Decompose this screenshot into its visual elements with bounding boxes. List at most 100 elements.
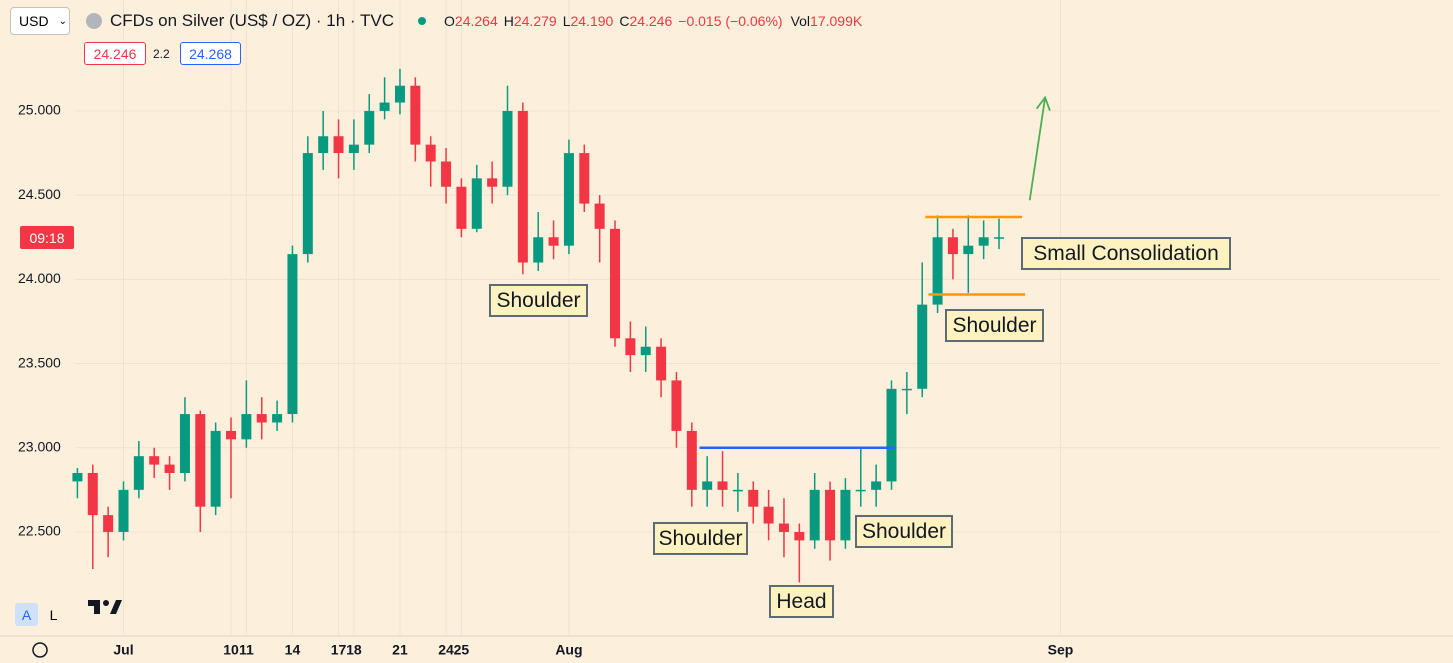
ohlc-item: L24.190 [563, 13, 614, 29]
candle-body [763, 506, 774, 524]
annotation: Shoulder [653, 522, 748, 555]
ask[interactable]: 24.268 [180, 42, 241, 65]
candle-body [210, 430, 221, 507]
candle-body [149, 456, 160, 465]
currency: USD [19, 13, 49, 29]
candle-body [671, 380, 682, 431]
candle-body [226, 430, 237, 440]
x-tick-label: 10 [223, 642, 239, 658]
ohlc-item: O24.264 [444, 13, 498, 29]
symbol-title: CFDs on Silver (US$ / OZ) · 1h · TVC [110, 11, 395, 30]
auto-scale[interactable]: A [15, 603, 38, 626]
y-tick-label: 24.500 [18, 186, 61, 202]
candle-body [179, 414, 190, 474]
change: −0.015 (−0.06%) [678, 13, 783, 29]
candle-body [333, 136, 344, 154]
candle-body [901, 388, 912, 391]
y-tick-label: 23.000 [18, 438, 61, 454]
x-tick-label: 24 [438, 642, 454, 658]
candle-body [425, 144, 436, 162]
ohlc-value: 24.264 [454, 13, 498, 29]
legend: CFDs on Silver (US$ / OZ) · 1h · TVC O24… [86, 10, 862, 32]
annotation: Shoulder [945, 309, 1044, 342]
annotation: Shoulder [855, 515, 953, 548]
volume: 17.099K [810, 13, 863, 29]
settings-icon[interactable] [32, 642, 48, 658]
currency-dropdown[interactable]: USD ⌄ [10, 7, 70, 35]
candle-body [778, 523, 789, 532]
candle-body [963, 245, 974, 255]
candle-body [594, 203, 605, 229]
ohlc-label: O [444, 13, 455, 29]
market-status [418, 17, 427, 25]
candle-body [394, 85, 405, 103]
candle-body [441, 161, 452, 187]
candle-body [241, 414, 252, 440]
bid[interactable]: 24.246 [84, 42, 146, 65]
candle-body [994, 237, 1005, 239]
ohlc-value: 24.279 [513, 13, 557, 29]
volume-label: Vol [790, 13, 811, 29]
candle-body [656, 346, 667, 381]
candle-body [809, 489, 820, 541]
candle-body [886, 388, 897, 482]
candle-body [686, 430, 697, 490]
candle-body [840, 489, 851, 541]
trend-line [1028, 97, 1046, 201]
x-tick-label: 21 [392, 642, 408, 658]
candle-body [794, 531, 805, 541]
ohlc-item: H24.279 [504, 13, 557, 29]
x-tick-label: 25 [454, 642, 470, 658]
candle-body [272, 414, 283, 423]
candle-body [917, 304, 928, 389]
x-tick-label: Aug [555, 642, 582, 658]
candle-body [517, 110, 528, 263]
y-tick-label: 24.000 [18, 270, 61, 286]
candle-body [118, 489, 129, 532]
y-tick-label: 22.500 [18, 523, 61, 539]
candle-body [471, 178, 482, 229]
candle-body [947, 237, 958, 255]
annotation: Small Consolidation [1021, 237, 1231, 270]
countdown: 09:18 [20, 226, 74, 249]
y-tick-label: 25.000 [18, 102, 61, 118]
annotation: Head [769, 585, 834, 618]
x-tick-label: 18 [346, 642, 362, 658]
candle-body [978, 237, 989, 246]
candle-body [732, 489, 743, 492]
candle-body [87, 473, 98, 516]
candle-body [548, 237, 559, 246]
candle-body [502, 110, 513, 187]
candle-body [164, 464, 175, 474]
candle-body [748, 489, 759, 507]
ohlc-item: C24.246 [619, 13, 672, 29]
ohlc-label: C [619, 13, 630, 29]
candle-body [640, 346, 651, 356]
spread: 2.2 [153, 47, 170, 61]
candle-body [487, 178, 498, 187]
candle-body [579, 153, 590, 204]
log-scale[interactable]: L [42, 603, 65, 626]
candle-body [456, 186, 467, 229]
candles [72, 68, 1005, 583]
candle-body [318, 136, 329, 154]
ohlc-value: 24.246 [629, 13, 673, 29]
x-tick-label: 14 [285, 642, 301, 658]
candle-body [625, 338, 636, 356]
candle-body [871, 481, 882, 490]
candle-body [825, 489, 836, 541]
candle-body [533, 237, 544, 263]
candle-body [302, 153, 313, 255]
candle-body [103, 515, 114, 532]
candle-body [702, 481, 713, 490]
candle-body [256, 414, 267, 423]
ohlc-label: L [562, 13, 571, 29]
chevron: ⌄ [58, 15, 67, 27]
x-tick-label: 11 [239, 642, 254, 658]
candle-body [563, 153, 574, 246]
annotation: Shoulder [489, 284, 588, 317]
x-tick-label: Jul [113, 642, 133, 658]
